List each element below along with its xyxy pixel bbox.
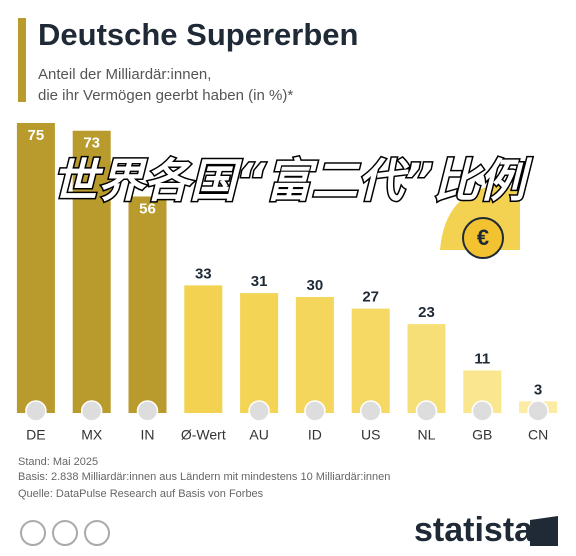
flag [25, 400, 47, 422]
svg-text:€: € [477, 225, 489, 250]
bar [240, 293, 279, 413]
value-label: 3 [534, 381, 542, 398]
value-label: 27 [362, 289, 379, 306]
x-tick-label: CN [528, 427, 548, 443]
flag [248, 400, 270, 422]
flag [304, 400, 326, 422]
accent-bar [18, 18, 26, 102]
license-icons [20, 520, 110, 546]
x-tick-label: NL [418, 427, 436, 443]
x-tick-label: IN [141, 427, 155, 443]
bar [184, 285, 223, 413]
logo-mark [530, 516, 558, 546]
x-tick-label: AU [249, 427, 268, 443]
overlay-caption: 世界各国“富二代”比例 [52, 154, 533, 208]
source: Quelle: DataPulse Research auf Basis von… [18, 488, 264, 500]
value-label: 11 [474, 350, 490, 367]
coin-icon: € [440, 185, 520, 259]
flag [80, 400, 103, 422]
value-label: 33 [195, 265, 212, 282]
bar [351, 308, 390, 413]
flag [527, 400, 549, 422]
chart-title: Deutsche Supererben [38, 17, 358, 52]
logo: statista [414, 511, 534, 549]
bar [128, 196, 167, 413]
flag [359, 400, 382, 422]
x-tick-label: US [361, 427, 380, 443]
value-label: 56 [139, 200, 156, 217]
x-tick-label: MX [81, 427, 103, 443]
x-tick-label: DE [26, 427, 45, 443]
bar [295, 297, 334, 413]
flag [415, 400, 438, 422]
value-label: 23 [418, 304, 435, 321]
subtitle: Anteil der Milliardär:innen, [38, 66, 211, 83]
x-tick-label: GB [472, 427, 492, 443]
value-label: 73 [83, 135, 100, 152]
value-label: 30 [307, 277, 324, 294]
x-tick-label: Ø-Wert [181, 427, 226, 443]
value-label: 31 [251, 273, 268, 290]
bar [72, 130, 111, 413]
flag [136, 400, 159, 422]
flag [471, 400, 494, 422]
value-label: 75 [28, 127, 45, 144]
bar [16, 123, 55, 413]
subtitle: die ihr Vermögen geerbt haben (in %)* [38, 87, 293, 104]
note: Stand: Mai 2025 [18, 456, 98, 468]
note: Basis: 2.838 Milliardär:innen aus Länder… [18, 471, 390, 483]
bar [407, 324, 446, 413]
x-tick-label: ID [308, 427, 322, 443]
